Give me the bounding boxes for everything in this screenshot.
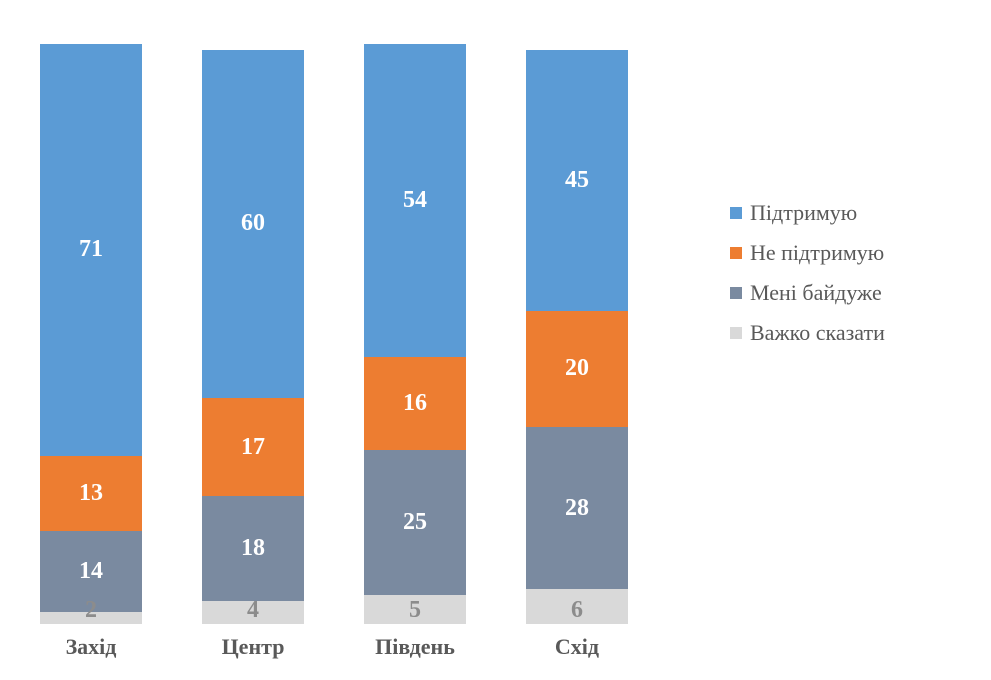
legend-item-indifferent: Мені байдуже: [730, 280, 885, 306]
segment-value: 2: [85, 597, 97, 624]
axis-label-zakhid: Захід: [40, 634, 142, 660]
segment-support: 45: [526, 50, 628, 311]
legend-swatch: [730, 247, 742, 259]
axis-label-pivden: Південь: [364, 634, 466, 660]
segment-indifferent: 28: [526, 427, 628, 589]
segment-hard-to-say: 4: [202, 601, 304, 624]
segment-value: 71: [79, 236, 103, 263]
segment-support: 60: [202, 50, 304, 398]
segment-not-support: 13: [40, 456, 142, 531]
stacked-bar-chart: 71 13 14 2 60 17: [30, 20, 970, 660]
legend-swatch: [730, 207, 742, 219]
segment-hard-to-say: 5: [364, 595, 466, 624]
legend-item-support: Підтримую: [730, 200, 885, 226]
segment-indifferent: 18: [202, 496, 304, 600]
legend-swatch: [730, 287, 742, 299]
legend-label: Не підтримую: [750, 240, 884, 266]
bar-pivden: 54 16 25 5: [364, 20, 466, 624]
x-axis-labels: Захід Центр Південь Схід: [30, 624, 690, 660]
segment-value: 45: [565, 167, 589, 194]
legend-label: Важко сказати: [750, 320, 885, 346]
bar-zakhid: 71 13 14 2: [40, 20, 142, 624]
segment-support: 71: [40, 44, 142, 456]
segment-not-support: 20: [526, 311, 628, 427]
segment-value: 28: [565, 495, 589, 522]
bar-skhid: 45 20 28 6: [526, 20, 628, 624]
segment-value: 20: [565, 355, 589, 382]
bars-region: 71 13 14 2 60 17: [30, 20, 690, 624]
legend-swatch: [730, 327, 742, 339]
segment-value: 16: [403, 390, 427, 417]
segment-value: 18: [241, 535, 265, 562]
segment-support: 54: [364, 44, 466, 357]
segment-hard-to-say: 6: [526, 589, 628, 624]
segment-hard-to-say: 2: [40, 612, 142, 624]
segment-value: 54: [403, 187, 427, 214]
legend-label: Підтримую: [750, 200, 857, 226]
segment-not-support: 16: [364, 357, 466, 450]
legend-item-not-support: Не підтримую: [730, 240, 885, 266]
legend-item-hard-to-say: Важко сказати: [730, 320, 885, 346]
segment-value: 25: [403, 509, 427, 536]
segment-value: 17: [241, 434, 265, 461]
axis-label-skhid: Схід: [526, 634, 628, 660]
axis-label-tsentr: Центр: [202, 634, 304, 660]
legend: Підтримую Не підтримую Мені байдуже Важк…: [730, 200, 885, 346]
segment-value: 5: [409, 597, 421, 624]
bar-tsentr: 60 17 18 4: [202, 20, 304, 624]
segment-value: 13: [79, 480, 103, 507]
segment-value: 4: [247, 597, 259, 624]
segment-value: 14: [79, 558, 103, 585]
segment-value: 60: [241, 210, 265, 237]
segment-indifferent: 25: [364, 450, 466, 595]
segment-not-support: 17: [202, 398, 304, 497]
segment-value: 6: [571, 597, 583, 624]
legend-label: Мені байдуже: [750, 280, 882, 306]
plot-area: 71 13 14 2 60 17: [30, 20, 690, 660]
